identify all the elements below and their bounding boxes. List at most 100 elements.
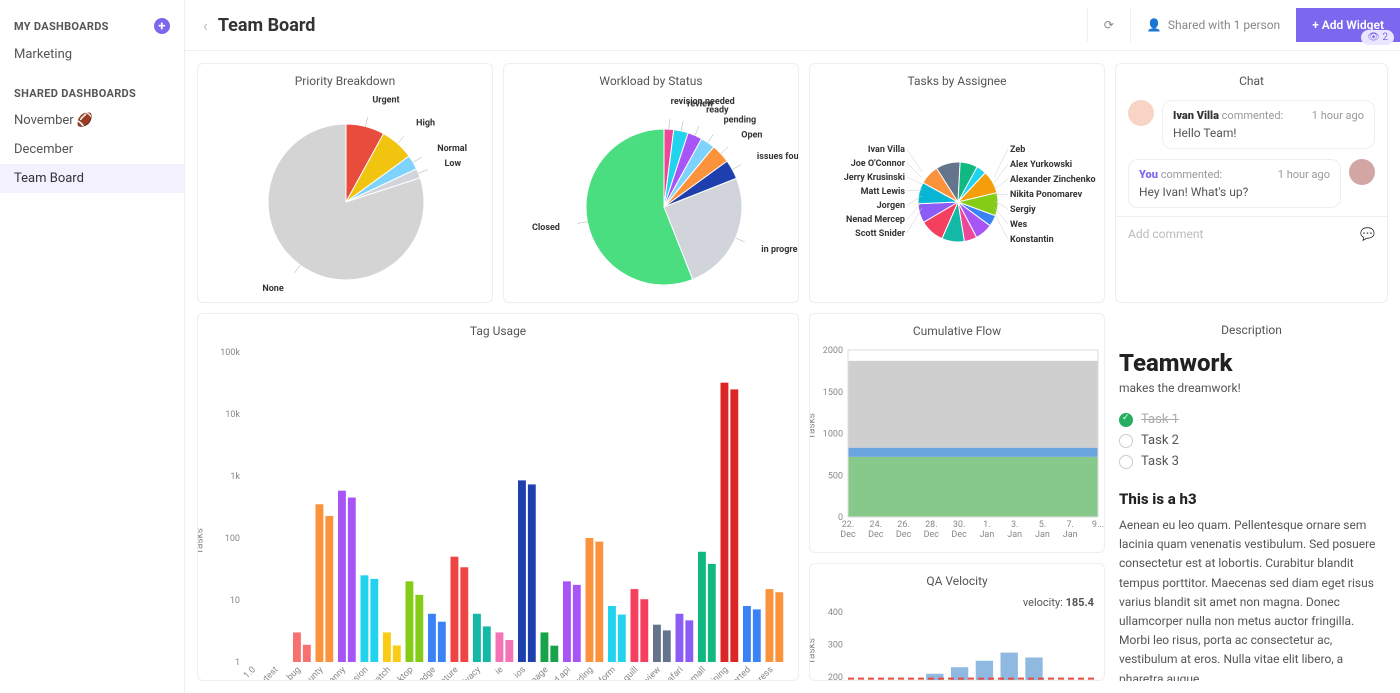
svg-text:Sergiy: Sergiy — [1010, 205, 1036, 215]
svg-text:1.: 1. — [983, 520, 990, 530]
velocity-value: 185.4 — [1066, 596, 1094, 609]
svg-text:Low: Low — [445, 159, 462, 169]
velocity-label: velocity: 185.4 — [1023, 596, 1094, 609]
shared-label: Shared with 1 person — [1168, 18, 1280, 32]
sidebar-item[interactable]: November 🏈 — [0, 106, 184, 135]
svg-text:in progress: in progress — [761, 245, 799, 255]
svg-text:10k: 10k — [225, 410, 240, 420]
refresh-button[interactable]: ⟳ — [1087, 8, 1130, 42]
tag-title: Tag Usage — [198, 314, 798, 342]
svg-text:Dec: Dec — [868, 530, 884, 540]
my-dashboards-label: MY DASHBOARDS — [14, 20, 109, 33]
workload-card: Workload by Status revision neededreview… — [503, 63, 799, 303]
svg-text:bug: bug — [285, 665, 303, 681]
svg-text:200: 200 — [828, 673, 843, 681]
desc-sub: makes the dreamwork! — [1119, 381, 1384, 395]
svg-text:1k: 1k — [230, 472, 240, 482]
svg-text:edge: edge — [417, 665, 438, 681]
svg-text:Ivan Villa: Ivan Villa — [868, 145, 905, 155]
svg-text:Normal: Normal — [437, 144, 467, 154]
svg-text:Jan: Jan — [1007, 530, 1022, 540]
svg-text:pending: pending — [724, 115, 757, 125]
chat-message: Ivan Villa commented:1 hour agoHello Tea… — [1128, 100, 1375, 149]
svg-text:Dec: Dec — [896, 530, 912, 540]
task-label: Task 1 — [1141, 412, 1179, 427]
task-checkbox[interactable] — [1119, 455, 1133, 469]
svg-text:Zeb: Zeb — [1010, 145, 1025, 155]
chat-author: You commented: — [1139, 168, 1222, 181]
add-dashboard-button[interactable]: + — [154, 18, 170, 34]
svg-text:Jan: Jan — [1063, 530, 1078, 540]
svg-text:Wes: Wes — [1010, 220, 1028, 230]
topbar: ‹ Team Board ⟳ 👤 Shared with 1 person + … — [185, 0, 1400, 51]
chat-title: Chat — [1116, 64, 1387, 92]
assignee-title: Tasks by Assignee — [810, 64, 1104, 92]
chat-text: Hey Ivan! What's up? — [1139, 185, 1330, 199]
send-icon[interactable]: 💬 — [1360, 227, 1375, 241]
svg-text:Jan: Jan — [1035, 530, 1050, 540]
svg-text:canny: canny — [324, 665, 348, 681]
svg-text:Konstantin: Konstantin — [1010, 235, 1054, 245]
svg-text:Joe O'Connor: Joe O'Connor — [851, 159, 906, 169]
back-button[interactable]: ‹ — [203, 16, 208, 35]
svg-text:Jorgen: Jorgen — [877, 201, 905, 211]
flow-ylabel: Tasks — [809, 413, 818, 439]
shared-dashboards-label: SHARED DASHBOARDS — [14, 87, 136, 100]
svg-text:Alex Yurkowski: Alex Yurkowski — [1010, 160, 1072, 170]
task-checkbox[interactable] — [1119, 413, 1133, 427]
sidebar-item[interactable]: Team Board — [0, 164, 184, 193]
assignee-card: Tasks by Assignee Ivan Villa Joe O'Connor… — [809, 63, 1105, 303]
svg-text:1500: 1500 — [823, 388, 843, 398]
svg-text:Urgent: Urgent — [372, 95, 399, 105]
svg-text:2000: 2000 — [823, 346, 843, 356]
svg-text:24.: 24. — [870, 520, 883, 530]
svg-text:Jerry Krusinski: Jerry Krusinski — [844, 173, 905, 183]
svg-text:Nikita Ponomarev: Nikita Ponomarev — [1010, 190, 1083, 200]
svg-text:None: None — [262, 284, 283, 294]
chat-message: You commented: 1 hour ago Hey Ivan! What's… — [1128, 159, 1375, 208]
task-row[interactable]: Task 1 — [1119, 409, 1384, 430]
svg-text:30.: 30. — [953, 520, 966, 530]
svg-text:issues found: issues found — [757, 152, 799, 162]
sidebar-item[interactable]: December — [0, 135, 184, 164]
avatar — [1349, 159, 1375, 185]
task-label: Task 2 — [1141, 433, 1179, 448]
page-title: Team Board — [218, 15, 316, 36]
svg-text:feature: feature — [433, 665, 460, 681]
svg-text:Dec: Dec — [840, 530, 856, 540]
flow-title: Cumulative Flow — [810, 314, 1104, 342]
shared-dashboards-header: SHARED DASHBOARDS — [0, 81, 184, 106]
avatar — [1128, 100, 1154, 126]
task-row[interactable]: Task 2 — [1119, 430, 1384, 451]
chat-input[interactable]: Add comment 💬 — [1116, 216, 1387, 251]
svg-text:500: 500 — [828, 471, 843, 481]
my-dashboards-header: MY DASHBOARDS + — [0, 12, 184, 40]
svg-text:Open: Open — [741, 130, 762, 140]
chat-time: 1 hour ago — [1278, 168, 1330, 181]
sidebar-item[interactable]: Marketing — [0, 40, 184, 69]
workload-title: Workload by Status — [504, 64, 798, 92]
svg-text:10: 10 — [230, 596, 240, 606]
priority-card: Priority Breakdown UrgentHighNormalLowNo… — [197, 63, 493, 303]
svg-text:400: 400 — [828, 608, 843, 618]
svg-text:3.: 3. — [1011, 520, 1018, 530]
svg-text:ie: ie — [493, 665, 505, 677]
svg-text:100: 100 — [225, 534, 240, 544]
shared-button[interactable]: 👤 Shared with 1 person — [1130, 8, 1296, 42]
task-row[interactable]: Task 3 — [1119, 451, 1384, 472]
desc-h3: This is a h3 — [1119, 490, 1384, 508]
svg-text:quill: quill — [622, 665, 641, 681]
svg-text:300: 300 — [828, 641, 843, 651]
description-card: Description Teamwork makes the dreamwork… — [1115, 313, 1388, 681]
svg-text:Closed: Closed — [532, 223, 560, 233]
svg-text:7.: 7. — [1067, 520, 1074, 530]
qa-ylabel: Tasks — [809, 638, 818, 664]
svg-text:Alexander Zinchenko: Alexander Zinchenko — [1010, 175, 1096, 185]
svg-text:1000: 1000 — [823, 430, 843, 440]
sidebar: MY DASHBOARDS + Marketing SHARED DASHBOA… — [0, 0, 185, 693]
svg-text:Dec: Dec — [951, 530, 967, 540]
svg-text:Matt Lewis: Matt Lewis — [861, 187, 906, 197]
desc-title: Description — [1115, 313, 1388, 341]
task-checkbox[interactable] — [1119, 434, 1133, 448]
svg-text:Jan: Jan — [979, 530, 994, 540]
